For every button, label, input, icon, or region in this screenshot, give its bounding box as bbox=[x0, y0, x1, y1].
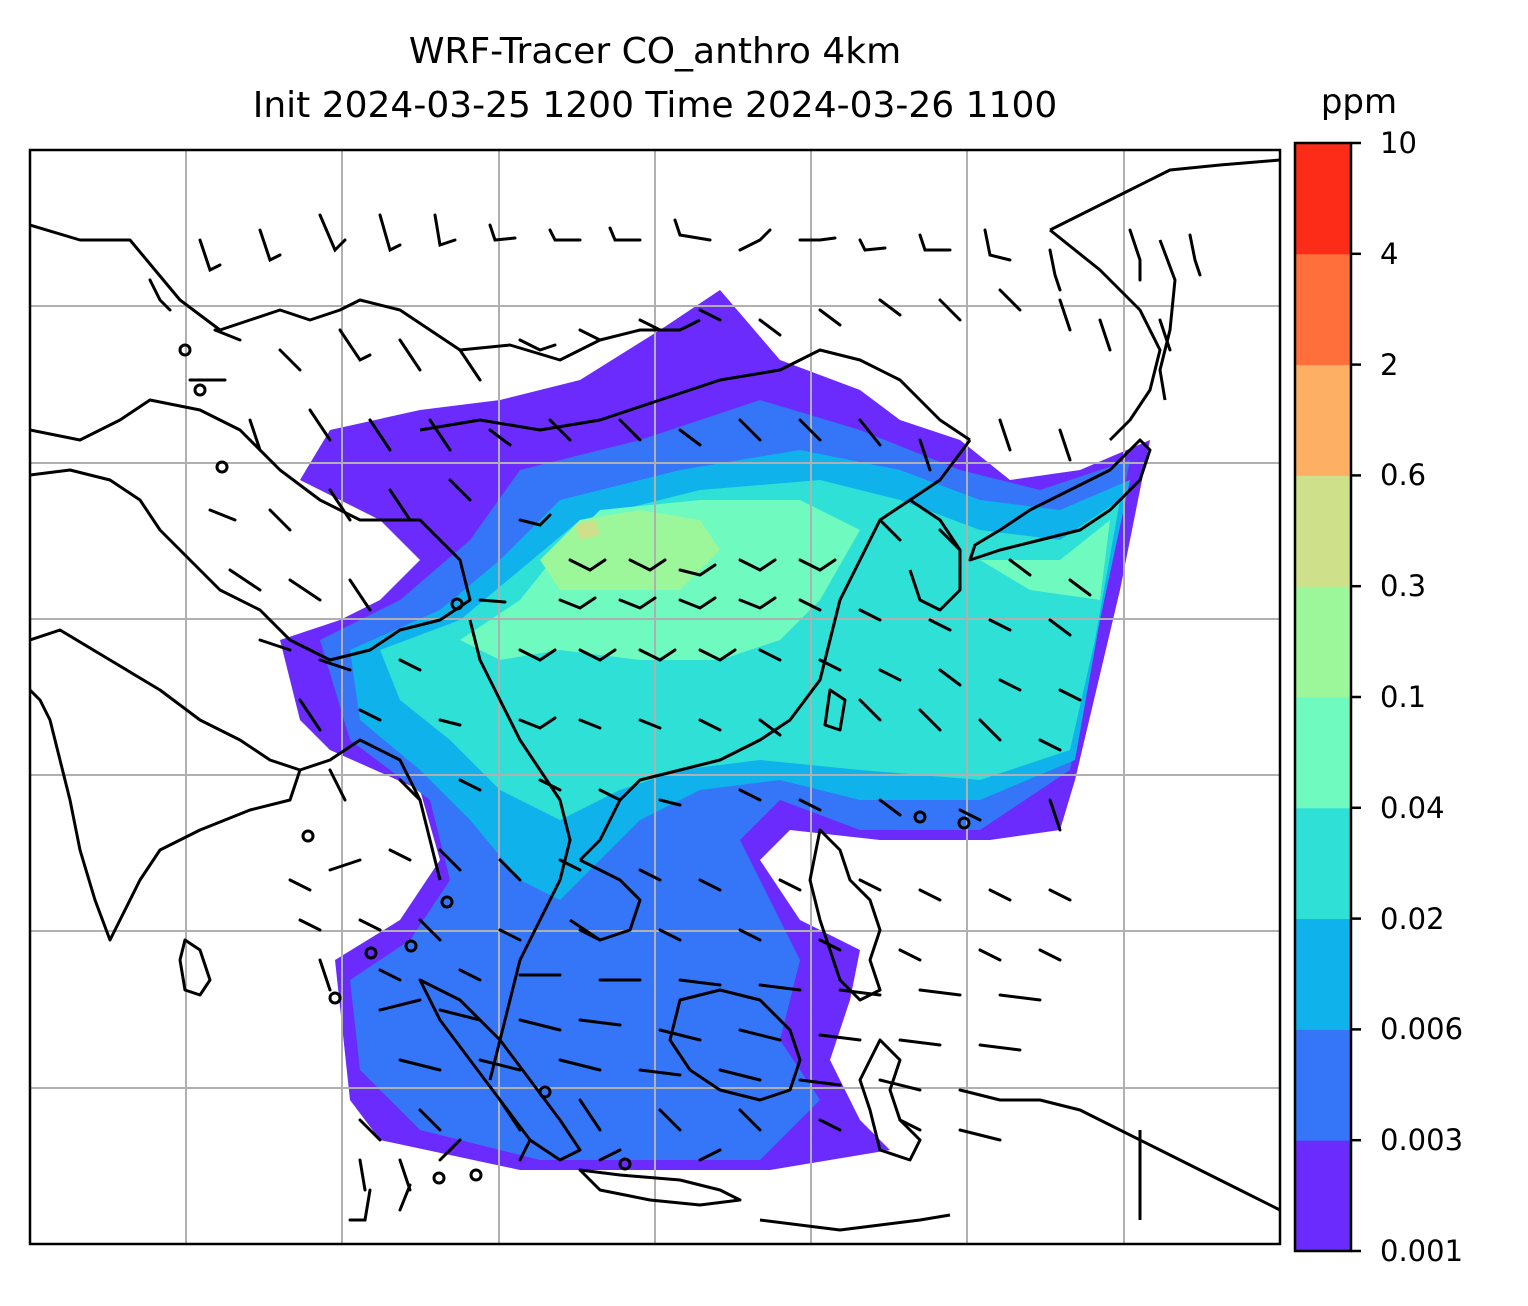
colorbar-segment bbox=[1295, 697, 1351, 809]
colorbar-segment bbox=[1295, 807, 1351, 920]
coastline-philippines bbox=[808, 828, 882, 1002]
tracer-field bbox=[280, 290, 1150, 1170]
colorbar-tick-label: 0.001 bbox=[1380, 1234, 1464, 1268]
colorbar-segment bbox=[1295, 1029, 1351, 1141]
colorbar-segment bbox=[1295, 1140, 1351, 1252]
coastline-japan bbox=[968, 438, 1152, 562]
coastline-sumatra bbox=[418, 978, 582, 1162]
colorbar-segment bbox=[1295, 475, 1351, 587]
colorbar-segment bbox=[1295, 918, 1351, 1030]
colorbar-tick-label: 0.003 bbox=[1380, 1123, 1464, 1158]
field-region-yellow bbox=[575, 520, 600, 540]
colorbar-segment bbox=[1295, 586, 1351, 698]
coastline-java bbox=[578, 1168, 742, 1207]
chart-title-line-2: Init 2024-03-25 1200 Time 2024-03-26 110… bbox=[252, 85, 1058, 126]
colorbar-unit-label: ppm bbox=[1320, 82, 1398, 122]
coastline-india bbox=[30, 628, 302, 942]
coastline-sulawesi bbox=[858, 1038, 922, 1162]
colorbar-tick-label: 0.04 bbox=[1380, 790, 1445, 825]
map-axes-frame bbox=[28, 148, 1282, 1246]
lat-lon-gridlines bbox=[30, 150, 1280, 1244]
colorbar-tick-label: 2 bbox=[1380, 347, 1399, 382]
coastline-sri-lanka bbox=[178, 938, 212, 997]
coastline-bay-of-bengal bbox=[299, 738, 442, 881]
colorbar-segment bbox=[1295, 253, 1351, 366]
colorbar-tick-label: 0.1 bbox=[1380, 680, 1427, 714]
coastline-korea bbox=[908, 498, 962, 612]
field-region-aqua-2 bbox=[980, 520, 1110, 600]
colorbar-tick-label: 10 bbox=[1380, 126, 1417, 160]
coastline-taiwan bbox=[823, 688, 847, 732]
coastline-east-china bbox=[578, 439, 972, 862]
coastline-borneo bbox=[668, 988, 802, 1102]
calm-wind-markers bbox=[178, 343, 971, 1185]
colorbar-tick-label: 0.6 bbox=[1380, 458, 1427, 493]
colorbar-tick-label: 0.02 bbox=[1380, 901, 1445, 936]
coastline-new-guinea bbox=[1000, 1098, 1280, 1220]
border-south-asia bbox=[30, 398, 472, 662]
colorbar-tick-label: 0.3 bbox=[1380, 569, 1427, 604]
chart-title-line-1: WRF-Tracer CO_anthro 4km bbox=[408, 31, 902, 72]
coastline-sakhalin bbox=[1158, 239, 1177, 401]
coastline-far-east-russia bbox=[1049, 158, 1280, 442]
coastline-lesser-sunda bbox=[759, 1213, 951, 1232]
colorbar-segment bbox=[1295, 143, 1351, 255]
colorbar-segment bbox=[1295, 364, 1351, 476]
colorbar-tick-label: 4 bbox=[1380, 236, 1399, 271]
border-mongolia-china bbox=[419, 348, 971, 442]
colorbar bbox=[1293, 141, 1361, 1253]
colorbar-tick-label: 0.006 bbox=[1380, 1012, 1464, 1047]
wind-barbs bbox=[148, 213, 1202, 1222]
coastlines-borders bbox=[30, 158, 1280, 1232]
